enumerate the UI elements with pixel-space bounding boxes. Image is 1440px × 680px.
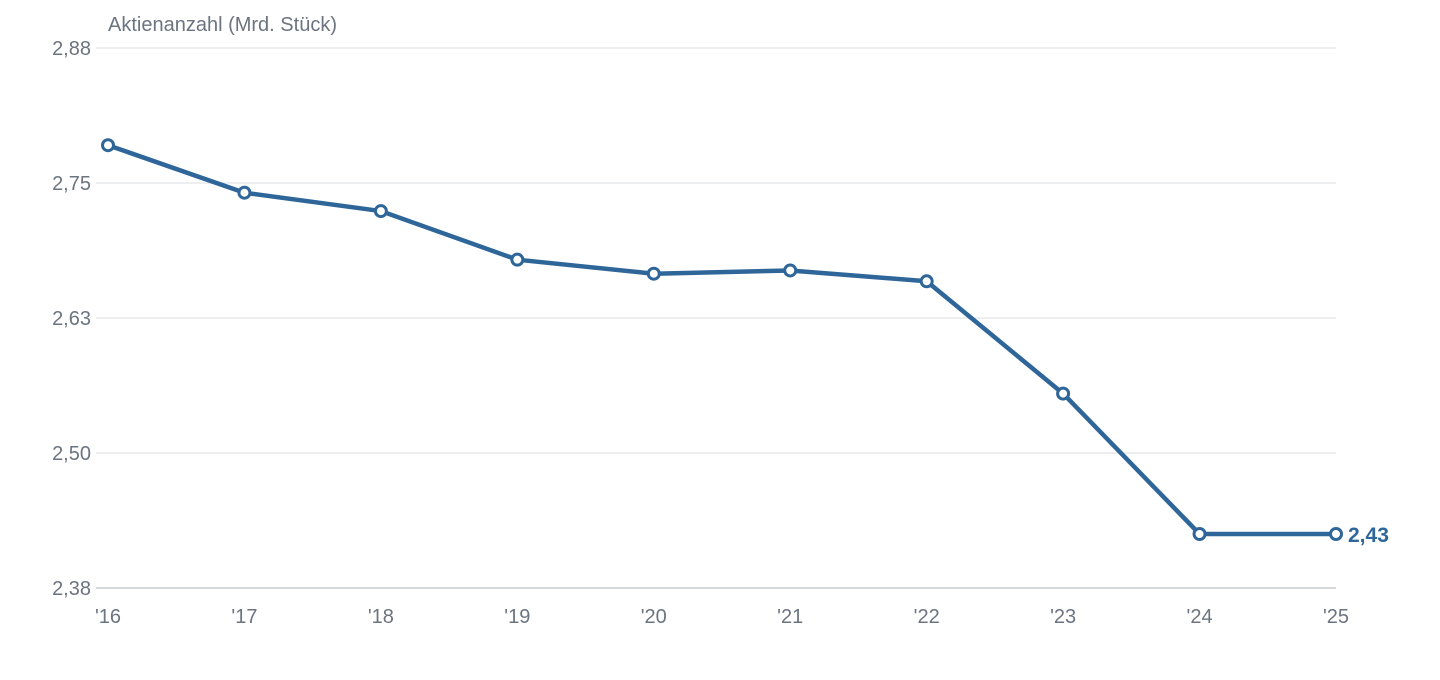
data-point <box>1329 527 1343 541</box>
x-tick-label: '22 <box>914 606 940 628</box>
data-point <box>1192 527 1207 541</box>
x-tick-label: '16 <box>95 606 121 628</box>
x-tick-label: '18 <box>368 606 394 628</box>
end-value-label: 2,43 <box>1348 524 1389 547</box>
x-tick-label: '19 <box>504 606 530 628</box>
x-tick-label: '21 <box>777 606 803 628</box>
y-tick-label: 2,38 <box>52 578 91 600</box>
data-point <box>1056 386 1071 401</box>
y-axis-label: Aktienanzahl (Mrd. Stück) <box>108 14 337 36</box>
y-axis-ticks: 2,38 2,50 2,63 2,75 2,88 <box>52 38 91 600</box>
series-aktienanzahl <box>101 138 1343 541</box>
x-tick-label: '24 <box>1187 606 1213 628</box>
data-point <box>646 266 661 281</box>
x-tick-label: '17 <box>231 606 257 628</box>
data-point <box>783 263 798 278</box>
gridlines <box>96 47 1336 589</box>
y-tick-label: 2,50 <box>52 443 91 465</box>
data-point <box>373 204 388 219</box>
data-point <box>919 274 934 289</box>
y-tick-label: 2,75 <box>52 173 91 195</box>
y-tick-label: 2,88 <box>52 38 91 60</box>
series-line <box>105 142 1339 537</box>
data-point <box>101 138 115 153</box>
x-axis-ticks: '16 '17 '18 '19 '20 '21 '22 '23 '24 '25 <box>95 606 1349 628</box>
data-point <box>237 185 252 200</box>
x-tick-label: '23 <box>1050 606 1076 628</box>
x-tick-label: '20 <box>641 606 667 628</box>
x-tick-label: '25 <box>1323 606 1349 628</box>
data-point <box>510 252 525 267</box>
y-tick-label: 2,63 <box>52 308 91 330</box>
